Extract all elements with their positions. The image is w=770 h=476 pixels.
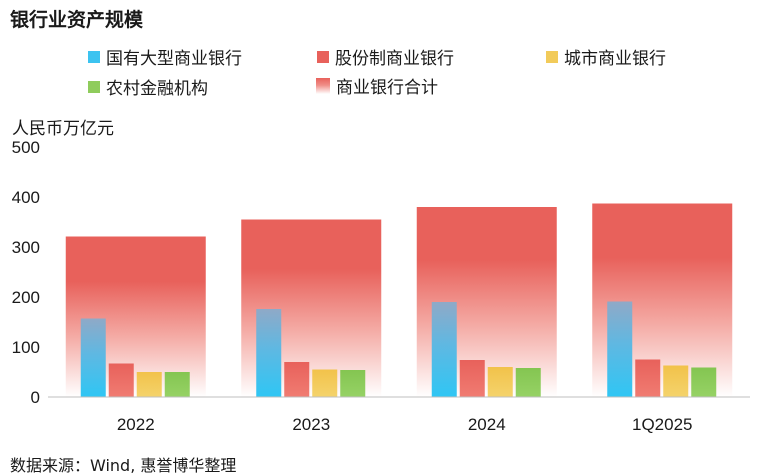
legend-item-total: 商业银行合计 <box>316 73 438 98</box>
legend-item-city-commercial: 城市商业银行 <box>546 44 666 69</box>
legend-item-rural: 农村金融机构 <box>88 74 208 99</box>
x-tick-label: 1Q2025 <box>632 415 693 434</box>
legend-swatch-rural <box>88 80 100 93</box>
bar-series-3-2022 <box>164 372 190 397</box>
legend-label-rural: 农村金融机构 <box>106 79 208 99</box>
bar-series-0-2023 <box>256 309 282 397</box>
bar-series-2-1Q2025 <box>663 365 689 397</box>
y-tick-label: 400 <box>12 188 40 207</box>
y-axis-unit-label: 人民币万亿元 <box>12 119 114 139</box>
y-tick-label: 0 <box>31 388 40 407</box>
y-tick-label: 500 <box>12 138 40 157</box>
legend-swatch-total <box>316 77 330 94</box>
legend-label-city-commercial: 城市商业银行 <box>564 49 666 69</box>
source-note: 数据来源：Wind, 惠誉博华整理 <box>10 456 237 475</box>
bar-series-3-2024 <box>515 368 541 397</box>
bar-series-1-1Q2025 <box>635 359 661 397</box>
bar-series-2-2024 <box>487 367 513 397</box>
legend-label-total: 商业银行合计 <box>336 78 438 98</box>
bar-series-0-2022 <box>80 318 106 397</box>
y-tick-label: 200 <box>12 288 40 307</box>
bar-series-3-1Q2025 <box>691 367 717 397</box>
y-tick-label: 100 <box>12 338 40 357</box>
x-tick-label: 2023 <box>292 415 330 434</box>
bar-series-2-2022 <box>136 372 162 397</box>
bar-series-0-2024 <box>431 302 457 397</box>
legend-label-state-owned: 国有大型商业银行 <box>106 49 242 69</box>
x-tick-label: 2022 <box>117 415 155 434</box>
bar-series-3-2023 <box>340 370 366 397</box>
legend-item-joint-stock: 股份制商业银行 <box>317 44 454 69</box>
chart-title: 银行业资产规模 <box>10 9 144 31</box>
bar-series-1-2024 <box>459 360 485 397</box>
bar-series-1-2022 <box>108 363 134 397</box>
legend-label-joint-stock: 股份制商业银行 <box>335 49 454 69</box>
legend-item-state-owned: 国有大型商业银行 <box>88 44 242 69</box>
y-tick-label: 300 <box>12 238 40 257</box>
legend-swatch-city-commercial <box>546 50 558 63</box>
bar-series-0-1Q2025 <box>607 301 633 397</box>
bar-series-1-2023 <box>284 362 310 397</box>
legend: 国有大型商业银行 股份制商业银行 城市商业银行 农村金融机构 商业银行合计 <box>0 0 770 110</box>
legend-swatch-state-owned <box>88 50 100 63</box>
bar-series-2-2023 <box>312 369 338 397</box>
x-tick-label: 2024 <box>468 415 506 434</box>
legend-swatch-joint-stock <box>317 50 329 63</box>
